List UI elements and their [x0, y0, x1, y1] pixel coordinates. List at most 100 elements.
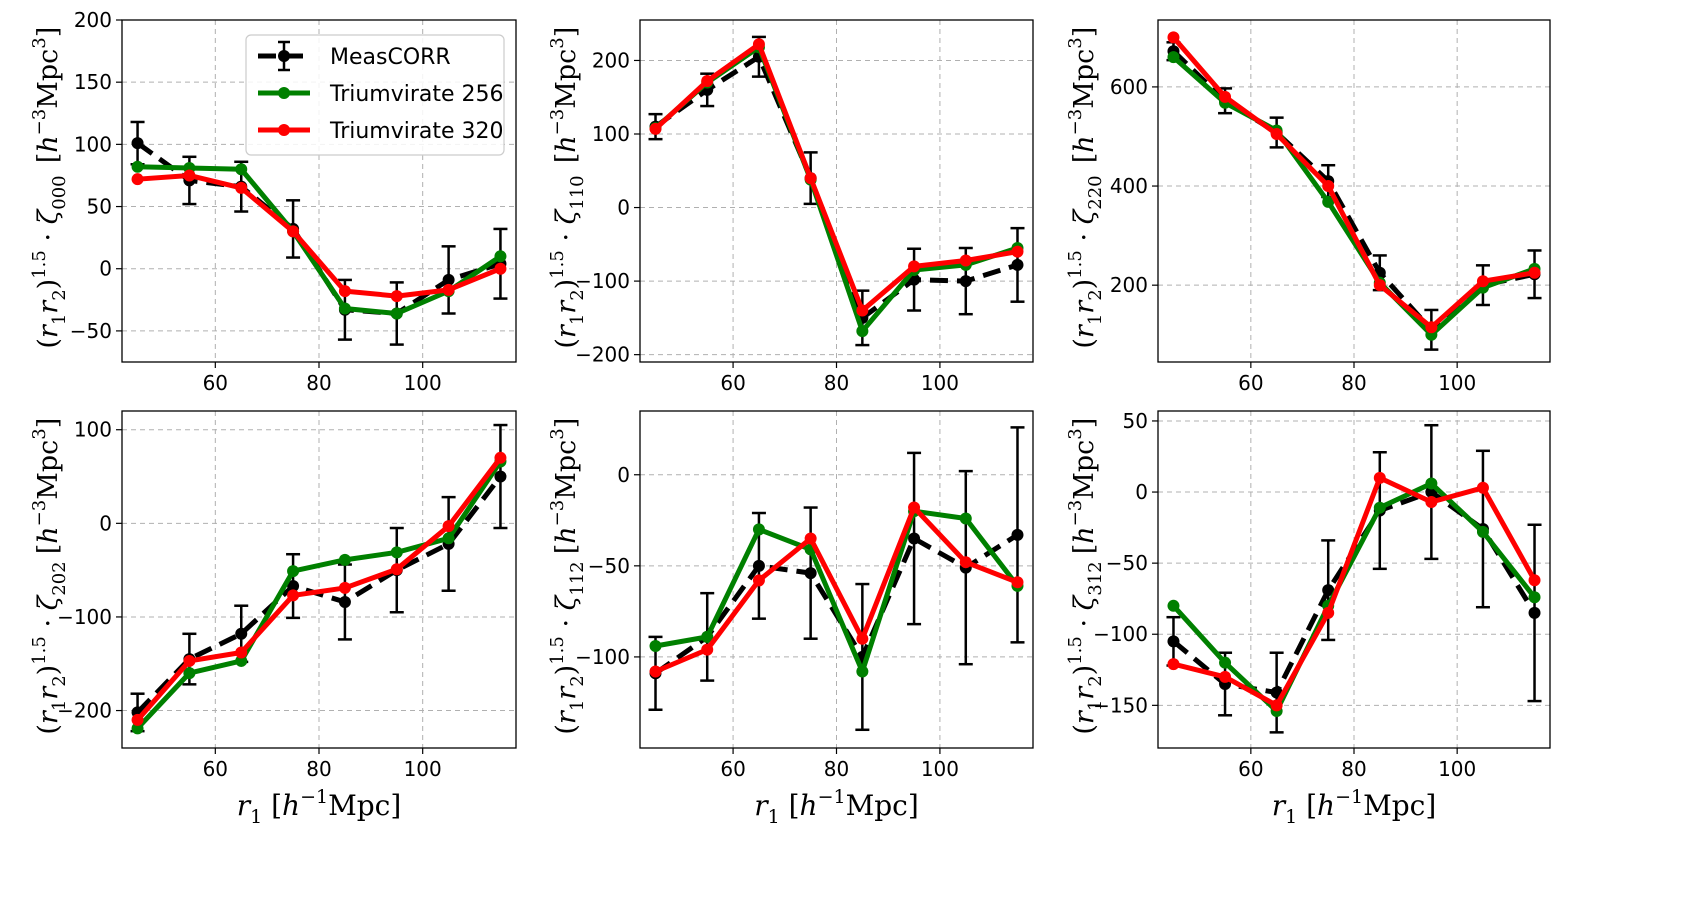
label-part: h	[1317, 789, 1335, 822]
data-point	[959, 254, 972, 267]
x-tick-label: 100	[1438, 371, 1476, 395]
data-point	[804, 532, 817, 545]
y-tick-label: −50	[70, 319, 112, 343]
data-point	[131, 137, 144, 150]
label-part: (	[33, 338, 64, 349]
label-part: h	[551, 526, 582, 543]
data-point	[131, 713, 144, 726]
data-point	[1528, 606, 1541, 619]
legend-item: Triumvirate 256	[258, 82, 504, 107]
label-part: [	[1069, 544, 1100, 555]
label-part: 110	[567, 175, 588, 209]
data-point	[1011, 258, 1024, 271]
label-part: ·	[33, 224, 64, 250]
plot-area	[1166, 423, 1542, 734]
y-tick-label: 0	[617, 463, 630, 487]
label-part: Mpc]	[328, 789, 401, 822]
label-part: r	[33, 299, 64, 314]
data-point	[1322, 180, 1335, 193]
data-point	[1425, 321, 1438, 334]
legend-label: Triumvirate 320	[329, 119, 504, 144]
label-part: h	[33, 135, 64, 152]
data-point	[183, 654, 196, 667]
series-line	[1171, 35, 1535, 330]
data-point	[701, 643, 714, 656]
label-part: [	[262, 789, 282, 822]
y-axis-unit-text: [h−3Mpc3]	[29, 27, 64, 164]
panel-zeta112: 60 80 100−100−500(r1r2)1.5 · ζ112[h−3Mpc3]…	[547, 410, 1034, 828]
y-tick-label: −100	[575, 645, 630, 669]
series-triumvirate-320	[649, 501, 1024, 678]
data-point	[1322, 195, 1335, 208]
label-part: 3	[29, 428, 50, 439]
y-axis-label: (r1r2)1.5 · ζ000	[29, 175, 70, 348]
label-part: Mpc]	[846, 789, 919, 822]
label-part: ]	[1069, 418, 1100, 429]
x-tick-label: 60	[720, 757, 745, 781]
data-point	[131, 722, 144, 735]
y-axis-unit: [h−3Mpc3]	[547, 418, 582, 555]
label-part: r	[1272, 789, 1287, 822]
axes-frame	[639, 19, 1034, 363]
x-tick-label: 100	[1438, 757, 1476, 781]
y-tick-label: −200	[57, 699, 112, 723]
label-part: ]	[551, 27, 582, 38]
y-axis-label-text: (r1r2)1.5 · ζ000	[29, 175, 70, 348]
label-part: −1	[1335, 786, 1363, 808]
axes-frame	[1157, 410, 1551, 749]
label-part: 2	[1085, 675, 1106, 686]
y-axis-unit-text: [h−3Mpc3]	[29, 418, 64, 555]
data-point	[752, 38, 765, 51]
y-axis-unit-text: [h−3Mpc3]	[547, 27, 582, 164]
data-point	[235, 654, 248, 667]
series-triumvirate-320	[1167, 471, 1541, 712]
label-part: ·	[551, 224, 582, 250]
x-tick-label: 80	[824, 371, 849, 395]
data-point	[442, 283, 455, 296]
data-point	[856, 325, 869, 338]
series-line	[137, 172, 502, 299]
y-tick-label: 200	[74, 8, 112, 32]
y-tick-label: −50	[1106, 551, 1148, 575]
label-part: 1	[250, 806, 262, 828]
label-part: r	[551, 323, 582, 338]
label-part: −3	[1065, 109, 1086, 136]
label-part: 202	[49, 561, 70, 595]
data-point	[442, 532, 455, 545]
x-axis-label: r1 [h−1Mpc]	[754, 786, 919, 828]
label-part: 1	[49, 700, 70, 711]
data-point	[287, 565, 300, 578]
data-point	[649, 639, 662, 652]
data-point	[338, 285, 351, 298]
label-part: 1	[49, 314, 70, 325]
data-point	[1373, 501, 1386, 514]
data-point	[959, 512, 972, 525]
label-part: r	[237, 789, 252, 822]
label-part: ζ	[33, 594, 64, 610]
data-point	[235, 181, 248, 194]
x-tick-label: 80	[306, 757, 331, 781]
series-triumvirate-256	[131, 160, 507, 320]
label-part: 2	[1085, 289, 1106, 300]
data-point	[442, 520, 455, 533]
legend-marker	[278, 124, 290, 136]
data-point	[1373, 471, 1386, 484]
label-part: r	[33, 709, 64, 724]
label-part: 312	[1085, 561, 1106, 595]
label-part: )	[1069, 665, 1100, 676]
data-point	[856, 304, 869, 317]
x-tick-label: 100	[404, 371, 442, 395]
label-part: [	[551, 544, 582, 555]
x-axis-label: r1 [h−1Mpc]	[237, 786, 402, 828]
label-part: 1	[1085, 314, 1106, 325]
label-part: (	[551, 338, 582, 349]
data-point	[338, 595, 351, 608]
label-part: r	[1069, 709, 1100, 724]
data-point	[235, 627, 248, 640]
label-part: Mpc]	[1363, 789, 1436, 822]
data-point	[1528, 591, 1541, 604]
y-tick-label: −150	[1093, 693, 1148, 717]
